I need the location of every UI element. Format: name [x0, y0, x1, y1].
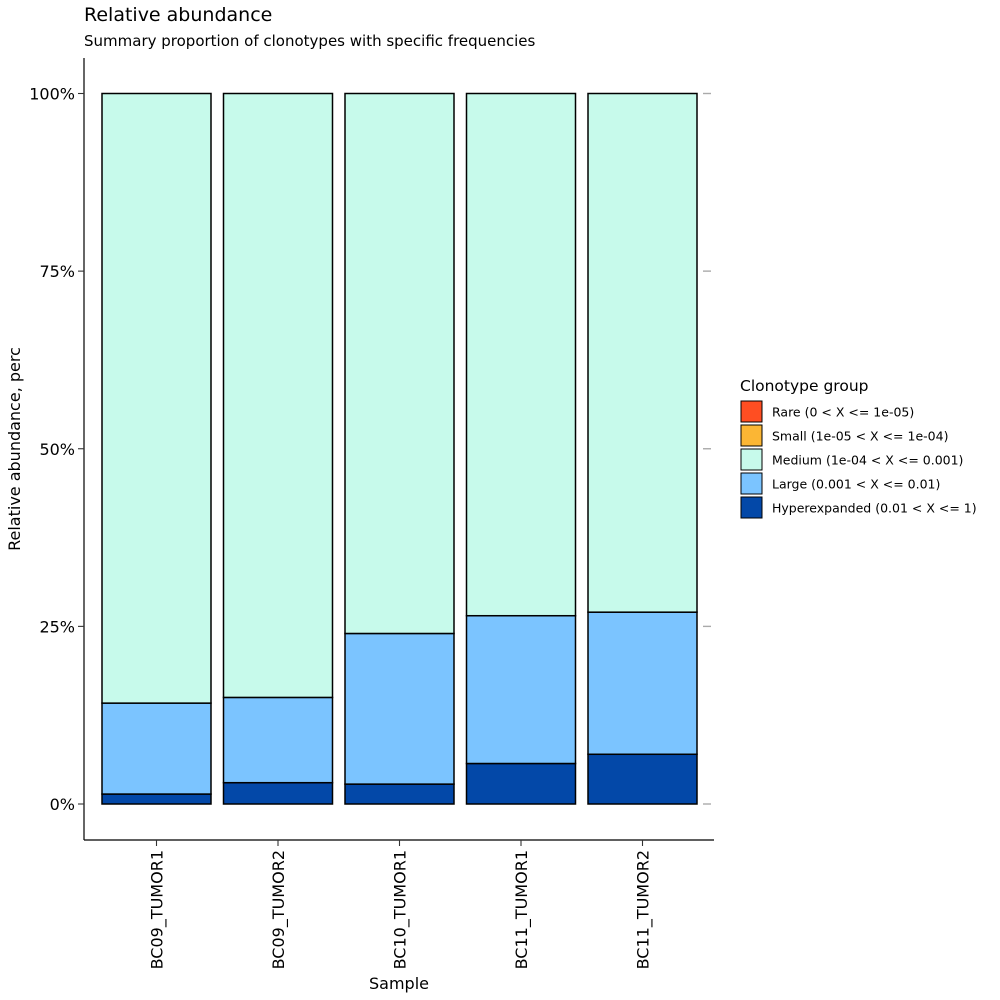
y-axis-title: Relative abundance, perc	[5, 347, 24, 551]
legend-label: Small (1e-05 < X <= 1e-04)	[772, 429, 948, 444]
bar-segment-bc10-tumor1-hyperexpanded	[344, 783, 455, 805]
x-tick-label: BC11_TUMOR1	[512, 850, 532, 969]
bar-segment-bc09-tumor1-hyperexpanded	[101, 793, 212, 805]
legend-swatch-small	[740, 424, 763, 447]
bar-segment-bc09-tumor1-medium	[101, 92, 212, 704]
legend-swatch-hyperexpanded	[740, 496, 763, 519]
bar-segment-bc09-tumor2-large	[222, 696, 334, 784]
legend-swatch-large	[740, 472, 763, 495]
legend-swatch-medium	[740, 448, 763, 471]
bar-segment-bc11-tumor1-medium	[465, 92, 577, 617]
x-ticks: BC09_TUMOR1 BC09_TUMOR2 BC10_TUMOR1 BC11_TU…	[148, 840, 654, 969]
bar-segment-bc11-tumor2-medium	[587, 92, 698, 613]
bar-segment-bc10-tumor1-large	[344, 632, 455, 785]
bar-segment-bc09-tumor2-hyperexpanded	[222, 781, 334, 805]
x-tick-label: BC11_TUMOR2	[634, 850, 654, 969]
legend-title: Clonotype group	[740, 377, 869, 395]
bar-segment-bc11-tumor1-large	[465, 614, 577, 765]
x-tick-label: BC09_TUMOR2	[269, 850, 289, 969]
chart-title: Relative abundance	[84, 4, 273, 26]
legend-swatch-rare	[740, 400, 763, 423]
x-tick-label: BC09_TUMOR1	[148, 850, 168, 969]
bar-segment-bc10-tumor1-medium	[344, 92, 455, 635]
legend: Clonotype group Rare (0 < X <= 1e-05) Sma…	[740, 377, 977, 519]
y-tick-label: 50%	[39, 440, 75, 459]
y-ticks: 0% 25% 50% 75% 100%	[29, 85, 711, 814]
legend-label: Large (0.001 < X <= 0.01)	[772, 477, 940, 492]
y-tick-label: 100%	[29, 85, 75, 104]
y-tick-label: 0%	[50, 795, 75, 814]
chart-subtitle: Summary proportion of clonotypes with sp…	[84, 32, 536, 50]
y-tick-label: 25%	[39, 617, 75, 636]
bar-segment-bc11-tumor1-hyperexpanded	[465, 762, 577, 805]
bar-segment-bc09-tumor1-large	[101, 702, 212, 795]
bar-segment-bc11-tumor2-large	[587, 611, 698, 756]
bar-segment-bc09-tumor2-medium	[222, 92, 334, 699]
bars-layer	[101, 92, 698, 805]
bar-segment-bc11-tumor2-hyperexpanded	[587, 753, 698, 805]
x-tick-label: BC10_TUMOR1	[391, 850, 411, 969]
legend-label: Hyperexpanded (0.01 < X <= 1)	[772, 501, 977, 516]
legend-label: Medium (1e-04 < X <= 0.001)	[772, 453, 963, 468]
x-axis-title: Sample	[369, 974, 429, 993]
y-tick-label: 75%	[39, 262, 75, 281]
legend-label: Rare (0 < X <= 1e-05)	[772, 405, 914, 420]
